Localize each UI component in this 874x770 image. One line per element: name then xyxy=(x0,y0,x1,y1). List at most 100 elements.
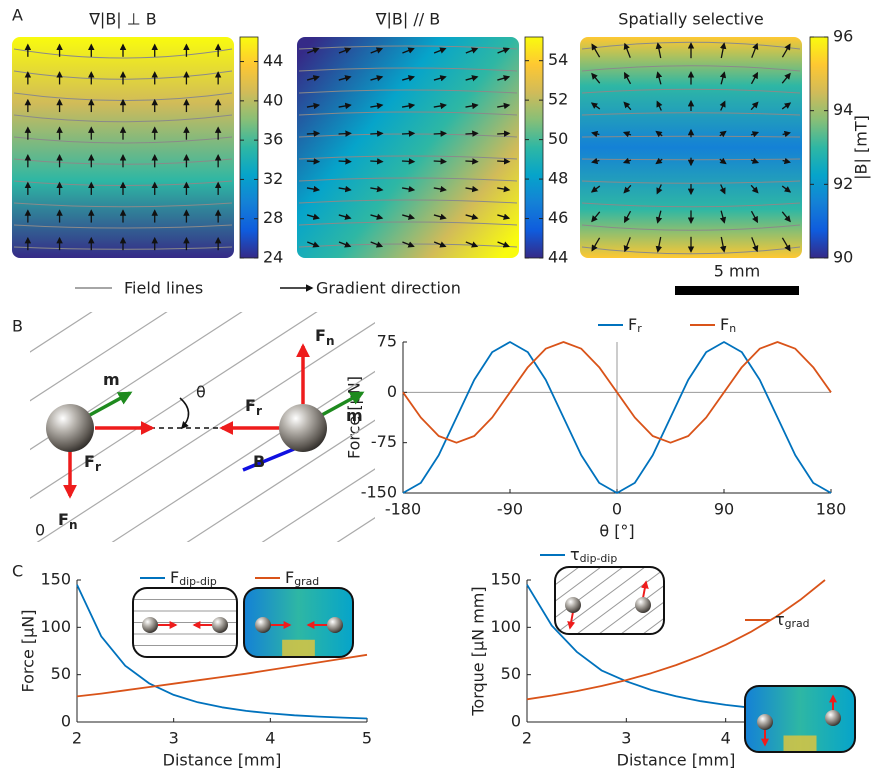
y-tick-label: 100 xyxy=(40,617,71,636)
gradient-arrow xyxy=(370,102,384,110)
gradient-arrow xyxy=(590,185,601,193)
inset-sphere xyxy=(565,597,581,613)
series-line xyxy=(76,584,368,720)
gradient-arrow xyxy=(591,130,600,138)
gradient-arrow xyxy=(401,185,416,193)
diagram-label: m xyxy=(346,406,363,425)
field-line xyxy=(385,300,785,560)
x-tick-label: 180 xyxy=(816,500,847,519)
y-axis-label: Force [μN] xyxy=(19,609,38,692)
legend-label: Fdip-dip xyxy=(170,568,217,589)
gradient-arrow xyxy=(750,101,759,111)
diagram-label: θ xyxy=(196,383,206,402)
gradient-arrow xyxy=(465,185,479,193)
gradient-arrow xyxy=(465,75,479,82)
colorbar-label: |B| [mT] xyxy=(852,115,871,180)
field-line xyxy=(581,180,801,184)
gradient-arrow xyxy=(750,184,759,194)
inset-arrow xyxy=(640,580,649,599)
legend-label: Fr xyxy=(628,315,642,336)
gradient-arrow xyxy=(338,158,352,165)
x-tick-label: 90 xyxy=(714,500,734,519)
inset-frame xyxy=(243,587,354,658)
gradient-arrow xyxy=(750,131,760,138)
gradient-arrow xyxy=(655,42,663,59)
x-tick-label: 5 xyxy=(362,729,372,748)
field-line xyxy=(13,224,233,229)
field-line xyxy=(298,111,518,116)
chart-title: Spatially selective xyxy=(618,10,763,29)
gradient-arrow xyxy=(497,185,511,193)
gradient-arrow xyxy=(465,241,479,248)
y-tick-label: 100 xyxy=(490,617,521,636)
gradient-arrow xyxy=(497,75,511,82)
legend-label: Fgrad xyxy=(285,568,319,589)
colorbar xyxy=(524,36,544,259)
gradient-arrow xyxy=(306,75,320,82)
gradient-arrow xyxy=(655,71,663,85)
field-line xyxy=(13,202,233,208)
inset-sphere xyxy=(212,617,228,633)
gradient-arrow xyxy=(782,157,791,165)
x-tick-label: -180 xyxy=(385,500,421,519)
inset-glow xyxy=(783,735,817,752)
y-tick-label: -150 xyxy=(361,483,397,502)
x-axis-label: θ [°] xyxy=(599,522,634,541)
gradient-arrow xyxy=(750,157,760,164)
diagram-label-main: F xyxy=(315,326,326,345)
colorbar-tick-label: 24 xyxy=(263,248,283,267)
gradient-arrow xyxy=(497,213,511,220)
gradient-arrow xyxy=(622,131,632,138)
gradient-arrow xyxy=(782,130,791,138)
inset-lines xyxy=(783,735,817,752)
x-tick-label: 3 xyxy=(621,729,631,748)
gradient-arrow xyxy=(433,130,448,137)
inset-line xyxy=(665,567,755,634)
field-line xyxy=(13,48,233,59)
gradient-arrow xyxy=(433,47,447,54)
scale-bar xyxy=(675,286,799,295)
diagram-label-sub: r xyxy=(95,460,101,474)
gradient-arrow xyxy=(656,100,663,111)
field-line xyxy=(581,246,801,255)
diagram-label-main: F xyxy=(58,510,69,529)
inset xyxy=(243,587,354,658)
field-line xyxy=(298,221,518,226)
gradient-arrow xyxy=(622,157,632,164)
inset-frame xyxy=(554,566,665,635)
chart-title: ∇|B| // B xyxy=(375,10,440,29)
colorbar-tick-label: 44 xyxy=(548,248,568,267)
diagram-label: Fr xyxy=(84,452,101,474)
gradient-arrow xyxy=(306,158,321,165)
gradient-arrow xyxy=(401,158,416,165)
gradient-arrow xyxy=(497,130,511,137)
gradient-arrow xyxy=(655,210,663,224)
inset xyxy=(554,566,755,635)
gradient-arrow xyxy=(338,75,352,82)
gradient-arrow xyxy=(338,130,352,137)
gradient-arrow xyxy=(781,72,791,84)
gradient-arrow xyxy=(465,47,479,54)
legend-label: Fn xyxy=(720,315,736,336)
field-line xyxy=(30,312,168,402)
field-line xyxy=(13,136,233,144)
gradient-arrow xyxy=(338,47,352,54)
inset-sphere xyxy=(142,617,158,633)
diagram-label-main: F xyxy=(84,452,95,471)
gradient-arrow xyxy=(750,210,758,224)
vector-arrow xyxy=(87,391,133,418)
gradient-arrow xyxy=(591,157,600,165)
field-line xyxy=(298,67,518,72)
gradient-arrow xyxy=(465,213,479,220)
inset-glow xyxy=(282,639,315,657)
y-tick-label: 50 xyxy=(51,664,71,683)
gradient-arrow xyxy=(623,42,631,58)
gradient-arrow xyxy=(719,210,727,224)
gradient-arrow xyxy=(401,130,416,137)
gradient-arrow xyxy=(751,42,759,58)
gradient-arrow xyxy=(781,211,791,223)
field-line xyxy=(186,419,375,542)
field-line xyxy=(298,199,518,204)
legend-label-main: F xyxy=(628,315,637,334)
gradient-arrow xyxy=(781,185,792,193)
